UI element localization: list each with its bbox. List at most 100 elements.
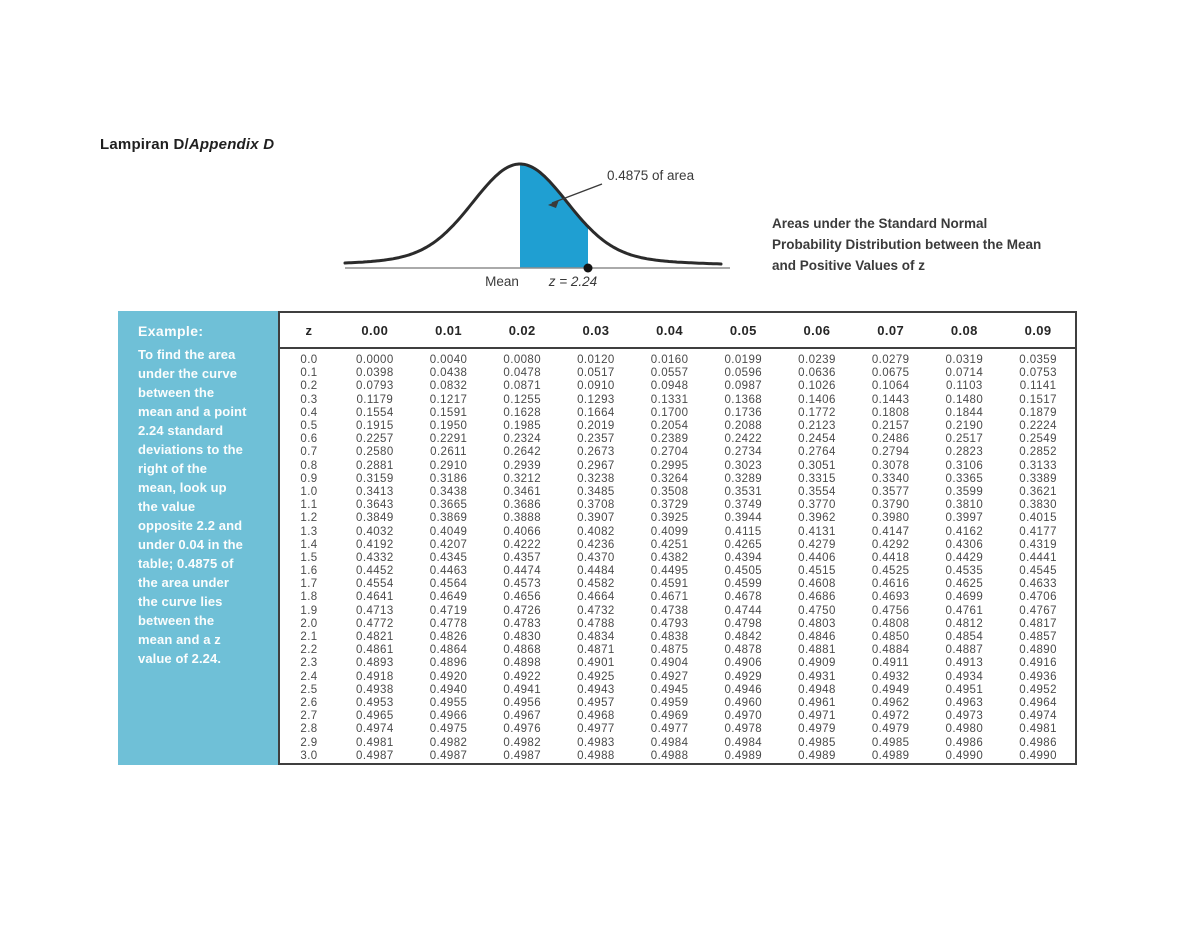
area-value-cell: 0.4738 (650, 604, 689, 617)
area-value-cell: 0.4756 (871, 604, 910, 617)
column-header: 0.06 (780, 313, 854, 349)
z-value-cell: 2.2 (300, 644, 318, 657)
area-value-cell: 0.1772 (798, 406, 836, 419)
z-table: z 0.00 0.01 0.02 0.03 0.04 0.05 0.06 0.07 0.08 0.0… (278, 311, 1077, 765)
example-line: 2.24 standard (138, 423, 224, 438)
area-value-cell: 0.3869 (429, 512, 468, 525)
area-value-cell: 0.0000 (356, 354, 394, 367)
area-value-cell: 0.4162 (945, 525, 984, 538)
area-value-cell: 0.4875 (650, 644, 689, 657)
z-value-cell: 1.3 (300, 525, 318, 538)
area-value-cell: 0.4664 (577, 591, 615, 604)
area-value-cell: 0.4990 (945, 749, 984, 762)
area-value-cell: 0.4887 (945, 644, 984, 657)
area-value-cell: 0.1179 (356, 393, 394, 406)
example-line: the value (138, 499, 196, 514)
z-value-cell: 2.4 (300, 670, 318, 683)
area-value-cell: 0.4988 (650, 749, 689, 762)
area-value-cell: 0.1103 (945, 380, 983, 393)
area-value-cell: 0.0753 (1019, 367, 1057, 380)
area-value-cell: 0.4948 (798, 683, 836, 696)
area-value-cell: 0.4871 (577, 644, 615, 657)
z-value-cell: 0.5 (300, 420, 318, 433)
example-line: table; 0.4875 of (138, 556, 234, 571)
area-value-cell: 0.3830 (1019, 499, 1057, 512)
area-value-cell: 0.2734 (724, 446, 763, 459)
area-value-cell: 0.4788 (577, 617, 615, 630)
area-value-cell: 0.1950 (429, 420, 468, 433)
area-value-cell: 0.4463 (429, 565, 468, 578)
area-value-cell: 0.2794 (871, 446, 910, 459)
area-value-cell: 0.1331 (650, 393, 689, 406)
area-value-cell: 0.4850 (871, 631, 910, 644)
area-value-cell: 0.4959 (650, 696, 689, 709)
area-value-cell: 0.4927 (650, 670, 689, 683)
area-value-cell: 0.4981 (1019, 723, 1057, 736)
area-value-cell: 0.0636 (798, 367, 836, 380)
area-value-cell: 0.4913 (945, 657, 984, 670)
column-header: 0.04 (632, 313, 707, 349)
area-value-cell: 0.4955 (429, 696, 468, 709)
example-line: mean and a point (138, 404, 247, 419)
area-value-cell: 0.0160 (650, 354, 689, 367)
area-value-cell: 0.4943 (577, 683, 615, 696)
table-row: 2.2 0.4861 0.4864 0.4868 0.4871 0.4875 0.4878 0… (280, 644, 1075, 657)
area-value-cell: 0.4573 (503, 578, 541, 591)
area-value-cell: 0.3770 (798, 499, 836, 512)
area-value-cell: 0.2611 (430, 446, 467, 459)
area-value-cell: 0.3749 (724, 499, 763, 512)
area-value-cell: 0.4370 (577, 551, 615, 564)
area-value-cell: 0.1844 (945, 406, 984, 419)
table-row: 2.4 0.4918 0.4920 0.4922 0.4925 0.4927 0.4929 0… (280, 671, 1075, 684)
area-value-cell: 0.3980 (871, 512, 910, 525)
table-row: 2.0 0.4772 0.4778 0.4783 0.4788 0.4793 0.4798 0… (280, 618, 1075, 631)
area-value-cell: 0.0478 (503, 367, 541, 380)
table-row: 1.3 0.4032 0.4049 0.4066 0.4082 0.4099 0.4115 0… (280, 525, 1075, 538)
table-row: 2.7 0.4965 0.4966 0.4967 0.4968 0.4969 0.4970 0… (280, 710, 1075, 723)
z-value-cell: 0.9 (300, 472, 318, 485)
area-value-cell: 0.3925 (650, 512, 689, 525)
area-value-cell: 0.2704 (650, 446, 689, 459)
area-value-cell: 0.4319 (1019, 538, 1057, 551)
example-line: between the (138, 385, 215, 400)
area-value-cell: 0.4265 (724, 538, 763, 551)
z-table-grid: z 0.00 0.01 0.02 0.03 0.04 0.05 0.06 0.07 0.08 0.0… (280, 313, 1075, 763)
column-header: 0.05 (706, 313, 781, 349)
area-value-cell: 0.4798 (724, 617, 763, 630)
area-value-cell: 0.3621 (1019, 485, 1057, 498)
example-line: under the curve (138, 366, 238, 381)
example-sidebar: Example: To find the area under the curve… (118, 311, 278, 765)
z-value-cell: 1.6 (300, 565, 318, 578)
area-value-cell: 0.4904 (650, 657, 689, 670)
z-value-cell: 1.8 (300, 591, 318, 604)
area-value-cell: 0.4279 (798, 538, 836, 551)
area-value-cell: 0.4713 (356, 604, 394, 617)
area-value-cell: 0.3577 (871, 485, 910, 498)
area-value-cell: 0.4564 (429, 578, 468, 591)
table-row: 2.1 0.4821 0.4826 0.4830 0.4834 0.4838 0.4842 0… (280, 631, 1075, 644)
area-value-cell: 0.4987 (356, 749, 394, 762)
area-value-cell: 0.4306 (945, 538, 984, 551)
area-value-cell: 0.3997 (945, 512, 984, 525)
area-value-cell: 0.4177 (1019, 525, 1057, 538)
table-row: 0.7 0.2580 0.2611 0.2642 0.2673 0.2704 0.2734 0… (280, 446, 1075, 459)
table-row: 1.5 0.4332 0.4345 0.4357 0.4370 0.4382 0.4394 0… (280, 552, 1075, 565)
area-value-cell: 0.4591 (650, 578, 689, 591)
area-value-cell: 0.4222 (503, 538, 541, 551)
area-value-cell: 0.4049 (429, 525, 468, 538)
example-line: value of 2.24. (138, 651, 222, 666)
table-row: 1.1 0.3643 0.3665 0.3686 0.3708 0.3729 0.3749 0… (280, 499, 1075, 512)
table-row: 0.4 0.1554 0.1591 0.1628 0.1664 0.1700 0.1736 0… (280, 407, 1075, 420)
area-value-cell: 0.4931 (798, 670, 836, 683)
table-row: 2.8 0.4974 0.4975 0.4976 0.4977 0.4977 0.4978 0… (280, 723, 1075, 736)
table-row: 0.6 0.2257 0.2291 0.2324 0.2357 0.2389 0.2422 0… (280, 433, 1075, 446)
area-value-cell: 0.1406 (798, 393, 836, 406)
area-value-cell: 0.4881 (798, 644, 836, 657)
area-value-cell: 0.4977 (650, 723, 689, 736)
area-value-cell: 0.4616 (871, 578, 910, 591)
area-value-cell: 0.4922 (503, 670, 541, 683)
area-value-cell: 0.2088 (724, 420, 763, 433)
mean-axis-label: Mean (485, 274, 519, 289)
caption-line: Probability Distribution between the Mea… (772, 237, 1042, 252)
